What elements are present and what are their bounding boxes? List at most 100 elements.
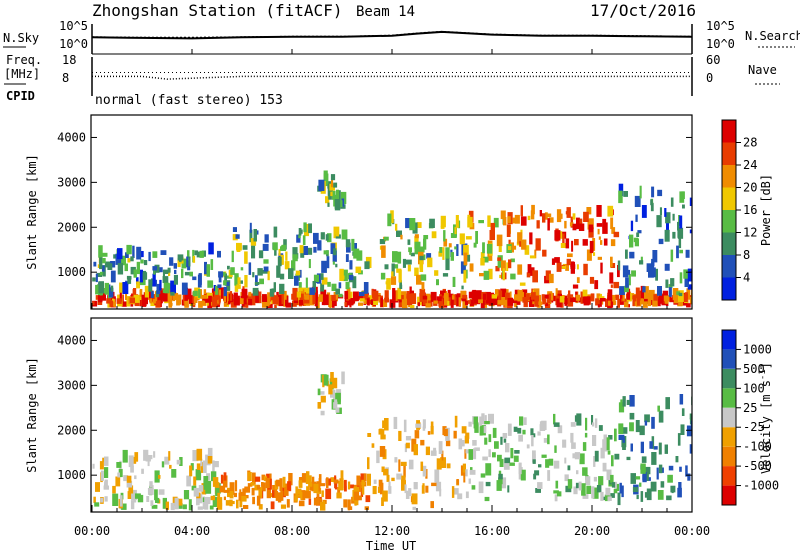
power-cell [162, 289, 169, 302]
power-cell [597, 228, 600, 235]
power-cell [495, 266, 500, 272]
velocity-cell [135, 493, 141, 499]
power-cell [475, 231, 478, 244]
velocity-cell [619, 482, 622, 494]
power-cell [218, 275, 222, 283]
velocity-cell [283, 490, 289, 496]
velocity-cell [295, 486, 298, 499]
velocity-cell [503, 438, 507, 443]
velocity-cell [240, 496, 247, 502]
velocity-cell [403, 419, 407, 433]
power-cell [227, 265, 230, 270]
velocity-cell [193, 476, 197, 486]
power-cell [612, 295, 616, 305]
velocity-cell [196, 463, 202, 470]
power-cell [141, 294, 147, 307]
velocity-cell [621, 485, 624, 498]
power-cell [316, 296, 320, 309]
power-cell [218, 295, 221, 303]
power-cell [213, 285, 216, 292]
power-cell [120, 255, 126, 266]
power-cell [93, 261, 97, 267]
velocity-cell [651, 436, 655, 449]
velocity-cell [212, 496, 218, 507]
velocity-cell [223, 475, 228, 488]
velocity-cell [422, 465, 427, 477]
power-cell [308, 223, 312, 234]
power-cell [245, 300, 249, 308]
power-cell [603, 238, 608, 246]
power-cell [480, 252, 485, 262]
velocity-cell [99, 461, 104, 470]
velocity-cell [537, 431, 541, 436]
velocity-cell [394, 457, 398, 463]
power-cell [127, 258, 131, 263]
power-cell [414, 241, 421, 255]
velocity-cell [548, 458, 554, 466]
velocity-cell [570, 422, 576, 427]
velocity-cell [460, 465, 465, 476]
velocity-cell [313, 483, 319, 494]
power-cell [126, 244, 132, 255]
power-cell [315, 290, 318, 302]
power-colorbar-swatch [722, 187, 736, 210]
power-cell [416, 274, 422, 285]
velocity-cell [320, 391, 325, 395]
power-cell [414, 234, 419, 239]
power-cell [462, 297, 468, 309]
power-cell [305, 288, 310, 294]
time-tick-label: 12:00 [374, 524, 410, 538]
power-cell [450, 233, 457, 238]
velocity-cell [322, 374, 325, 388]
power-cell [255, 290, 259, 303]
velocity-cell [425, 485, 429, 493]
power-cell [215, 285, 219, 295]
velocity-cell [513, 455, 519, 462]
power-cell [298, 234, 301, 239]
power-cell [650, 202, 654, 212]
velocity-cell [576, 413, 582, 426]
power-cell [466, 254, 471, 262]
velocity-cell [145, 456, 151, 462]
velocity-cell [603, 434, 607, 443]
velocity-cell [134, 475, 137, 480]
velocity-cell [104, 456, 109, 466]
power-cell [423, 238, 427, 250]
power-cell [184, 299, 189, 308]
velocity-cell [635, 420, 640, 433]
power-cell [262, 303, 267, 308]
power-cell [541, 294, 545, 301]
power-cell [280, 254, 284, 265]
power-cell [339, 268, 344, 281]
power-cell [129, 297, 135, 303]
power-cell [531, 204, 535, 215]
velocity-cell [473, 448, 477, 460]
power-cell [497, 255, 503, 268]
power-cell [536, 220, 540, 229]
power-cell [126, 275, 132, 280]
power-cell [634, 238, 639, 247]
power-cell [527, 215, 531, 221]
power-cell [520, 205, 523, 217]
velocity-cell [665, 397, 670, 410]
power-cell [564, 298, 568, 305]
velocity-cell [92, 463, 95, 469]
velocity-cell [547, 434, 550, 445]
power-cell [683, 269, 689, 279]
velocity-cell [271, 490, 275, 498]
velocity-cell [598, 425, 603, 431]
velocity-cell [147, 488, 154, 495]
power-cell [596, 205, 602, 217]
power-cell [469, 263, 474, 272]
velocity-cell [433, 447, 437, 453]
power-cell [292, 254, 298, 262]
power-cell [98, 245, 103, 258]
power-cell [442, 273, 449, 277]
velocity-cell [219, 485, 226, 493]
power-cell [217, 250, 221, 258]
velocity-cell [541, 454, 547, 458]
power-cell [298, 228, 302, 236]
power-cell [686, 288, 691, 300]
velocity-cell [207, 456, 213, 464]
